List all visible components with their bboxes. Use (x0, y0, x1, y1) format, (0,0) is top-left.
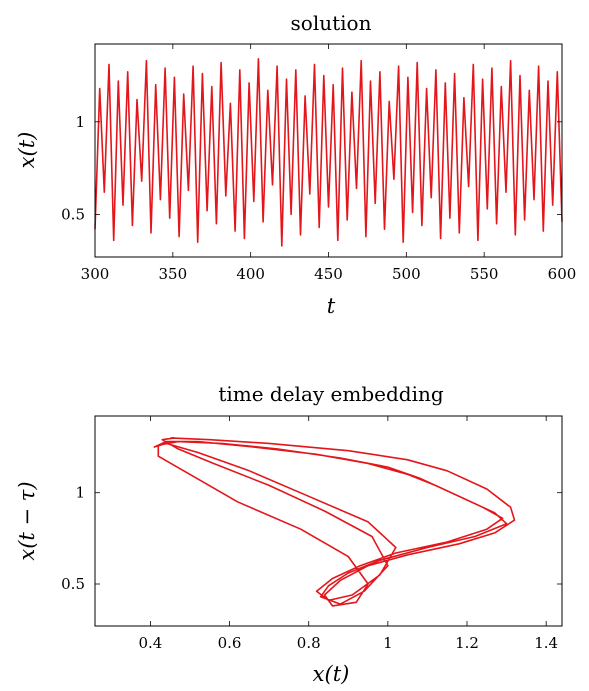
x-tick-label: 0.6 (218, 634, 242, 652)
embedding-chart: time delay embedding 0.4 0.6 0.8 1 1.2 1.4 0.… (15, 382, 563, 686)
series-line (94, 58, 563, 247)
x-axis-label: x(t) (313, 662, 350, 686)
x-tick-label: 0.4 (138, 634, 162, 652)
chart-title: time delay embedding (218, 382, 444, 406)
series-group (153, 437, 516, 607)
y-axis-label: x(t) (15, 132, 39, 169)
x-tick-label: 1.2 (455, 634, 479, 652)
x-tick-label: 1 (383, 634, 393, 652)
x-tick-label: 300 (81, 265, 110, 283)
solution-chart: solution 300 350 400 450 500 550 600 0.51 t x(… (15, 11, 576, 318)
y-tick-label: 0.5 (61, 575, 85, 593)
x-ticks: 300 350 400 450 500 550 600 (81, 44, 577, 283)
y-ticks: 0.51 (61, 113, 562, 223)
x-tick-label: 1.4 (534, 634, 558, 652)
x-tick-label: 0.8 (297, 634, 321, 652)
x-tick-label: 500 (392, 265, 421, 283)
x-tick-label: 450 (314, 265, 343, 283)
series-line (153, 437, 516, 607)
plot-frame (94, 415, 563, 627)
x-tick-label: 350 (159, 265, 188, 283)
chart-title: solution (291, 11, 372, 35)
x-tick-label: 400 (236, 265, 265, 283)
x-tick-label: 600 (548, 265, 577, 283)
y-ticks: 0.51 (61, 484, 562, 593)
series-group (94, 58, 563, 247)
y-tick-label: 1 (75, 113, 85, 131)
x-tick-label: 550 (470, 265, 499, 283)
y-tick-label: 0.5 (61, 205, 85, 223)
y-axis-label: x(t − τ) (15, 481, 39, 560)
x-ticks: 0.4 0.6 0.8 1 1.2 1.4 (138, 416, 558, 652)
y-tick-label: 1 (75, 484, 85, 502)
x-axis-label: t (327, 294, 336, 318)
